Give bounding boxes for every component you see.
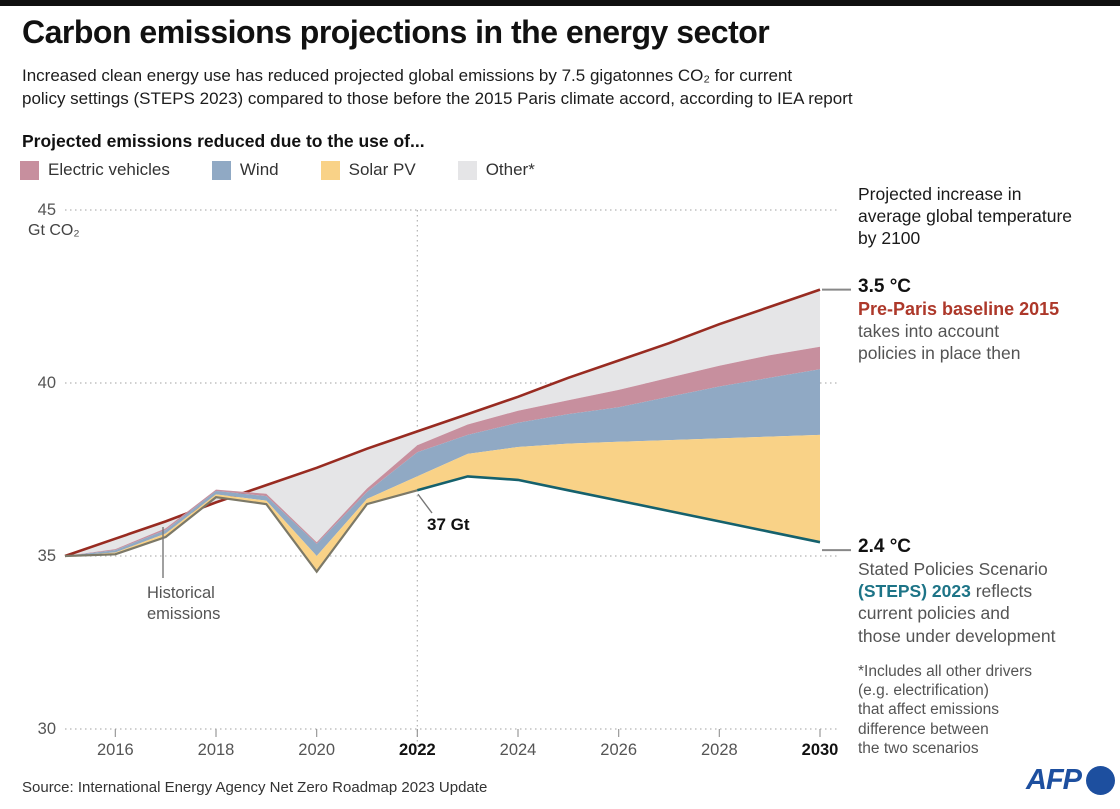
baseline-temp: 3.5 °C [858, 276, 912, 297]
baseline-desc: takes into account policies in place the… [858, 321, 1021, 364]
electric-vehicles-swatch [20, 160, 39, 180]
legend-label: Other* [485, 160, 535, 179]
solar-pv-swatch [320, 160, 340, 180]
x-tick-label: 2022 [398, 741, 436, 759]
legend-item-solar-pv: Solar PV [320, 160, 416, 180]
legend-heading: Projected emissions reduced due to the u… [22, 131, 425, 151]
top-accent-bar [0, 0, 1120, 6]
temperature-heading: Projected increase in average global tem… [858, 184, 1073, 249]
x-tick-label: 2016 [96, 741, 134, 759]
legend-item-electric-vehicles: Electric vehicles [20, 160, 170, 180]
steps-desc: Stated Policies Scenario (STEPS) 2023 re… [858, 558, 1114, 647]
y-tick-label: 30 [37, 720, 56, 738]
other-swatch [457, 160, 477, 180]
x-tick-label: 2026 [600, 741, 638, 759]
legend-item-wind: Wind [211, 160, 279, 180]
x-tick-label: 2020 [298, 741, 336, 759]
afp-logo: AFP [1026, 764, 1115, 797]
steps-temp: 2.4 °C [858, 536, 912, 557]
steps-highlight: (STEPS) 2023 [858, 581, 971, 602]
y-tick-label: 40 [37, 374, 56, 392]
legend-label: Wind [239, 160, 279, 179]
value-37gt-annotation: 37 Gt [427, 515, 470, 534]
legend: Electric vehicles Wind Solar PV Other* [20, 160, 535, 180]
baseline-annotation-block: 3.5 °C Pre-Paris baseline 2015 takes int… [858, 276, 1114, 364]
y-tick-label: 45 [37, 201, 56, 219]
steps-desc-post: reflects current policies and those unde… [858, 581, 1056, 646]
baseline-name: Pre-Paris baseline 2015 [858, 299, 1060, 319]
legend-label: Solar PV [348, 160, 416, 179]
y-tick-label: 35 [37, 547, 56, 565]
afp-logo-text: AFP [1026, 764, 1082, 796]
source-credit: Source: International Energy Agency Net … [22, 779, 488, 796]
y-axis-unit: Gt CO₂ [28, 222, 80, 239]
x-tick-label: 2018 [197, 741, 235, 759]
footnote: *Includes all other drivers (e.g. electr… [858, 663, 1033, 757]
historical-emissions-annotation: Historical emissions [147, 584, 221, 624]
afp-logo-circle-icon [1086, 766, 1115, 795]
wind-swatch [211, 160, 231, 180]
legend-label: Electric vehicles [48, 160, 170, 179]
legend-item-other: Other* [457, 160, 535, 180]
steps-desc-pre: Stated Policies Scenario [858, 559, 1048, 579]
steps-annotation-block: 2.4 °C Stated Policies Scenario (STEPS) … [858, 536, 1114, 647]
x-tick-label: 2030 [801, 741, 839, 759]
page-title: Carbon emissions projections in the ener… [22, 14, 770, 50]
subtitle: Increased clean energy use has reduced p… [22, 66, 853, 109]
x-tick-label: 2028 [700, 741, 738, 759]
x-tick-label: 2024 [499, 741, 537, 759]
